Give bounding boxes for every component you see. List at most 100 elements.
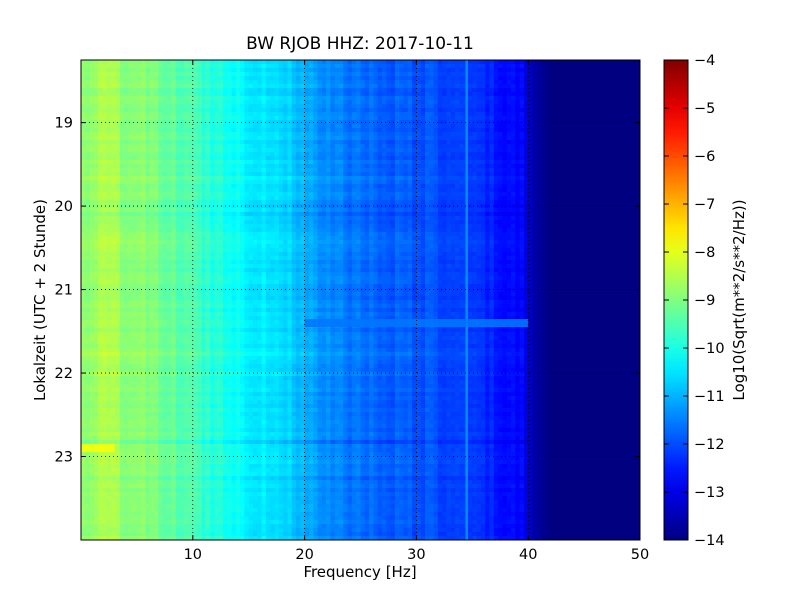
- heatmap-cell: [566, 160, 572, 165]
- heatmap-cell: [308, 192, 314, 197]
- heatmap-cell: [609, 108, 615, 113]
- heatmap-cell: [197, 204, 202, 209]
- heatmap-cell: [476, 156, 482, 161]
- heatmap-cell: [171, 156, 177, 161]
- heatmap-cell: [132, 176, 138, 181]
- heatmap-cell: [218, 92, 224, 97]
- heatmap-cell: [476, 88, 482, 93]
- heatmap-cell: [386, 132, 392, 137]
- heatmap-cell: [235, 84, 241, 89]
- heatmap-cell: [184, 100, 190, 105]
- heatmap-cell: [89, 196, 95, 201]
- heatmap-cell: [459, 172, 465, 177]
- heatmap-cell: [614, 88, 620, 93]
- heatmap-cell: [188, 96, 194, 101]
- heatmap-cell: [597, 196, 602, 201]
- heatmap-cell: [382, 164, 387, 169]
- heatmap-cell: [85, 188, 91, 193]
- heatmap-cell: [356, 84, 362, 89]
- heatmap-cell: [296, 144, 301, 149]
- heatmap-cell: [184, 168, 190, 173]
- heatmap-cell: [558, 124, 564, 129]
- heatmap-cell: [489, 124, 495, 129]
- heatmap-cell: [248, 212, 254, 217]
- heatmap-cell: [313, 104, 319, 109]
- heatmap-cell: [635, 80, 640, 85]
- heatmap-cell: [106, 172, 112, 177]
- heatmap-cell: [429, 88, 435, 93]
- heatmap-cell: [321, 136, 327, 141]
- heatmap-cell: [459, 96, 465, 101]
- heatmap-cell: [541, 112, 546, 117]
- heatmap-cell: [485, 148, 491, 153]
- heatmap-cell: [631, 152, 637, 157]
- heatmap-cell: [205, 104, 211, 109]
- heatmap-cell: [102, 64, 108, 69]
- heatmap-cell: [235, 88, 241, 93]
- heatmap-cell: [377, 132, 383, 137]
- heatmap-cell: [102, 184, 108, 189]
- heatmap-cell: [575, 140, 581, 145]
- heatmap-cell: [128, 88, 134, 93]
- heatmap-cell: [248, 96, 254, 101]
- heatmap-cell: [81, 116, 86, 121]
- heatmap-cell: [609, 204, 615, 209]
- heatmap-cell: [347, 64, 353, 69]
- heatmap-cell: [145, 152, 151, 157]
- heatmap-cell: [85, 152, 91, 157]
- heatmap-cell: [356, 104, 362, 109]
- heatmap-cell: [175, 148, 181, 153]
- heatmap-cell: [364, 188, 370, 193]
- heatmap-cell: [89, 80, 95, 85]
- heatmap-cell: [566, 184, 572, 189]
- heatmap-cell: [390, 116, 396, 121]
- heatmap-cell: [407, 160, 413, 165]
- heatmap-cell: [141, 168, 147, 173]
- heatmap-cell: [270, 212, 276, 217]
- heatmap-cell: [489, 208, 495, 213]
- heatmap-cell: [571, 208, 577, 213]
- heatmap-cell: [188, 136, 194, 141]
- heatmap-cell: [321, 120, 327, 125]
- heatmap-cell: [106, 72, 112, 77]
- heatmap-cell: [558, 188, 564, 193]
- heatmap-cell: [184, 184, 190, 189]
- heatmap-cell: [304, 108, 310, 113]
- heatmap-cell: [416, 136, 422, 141]
- heatmap-cell: [149, 160, 155, 165]
- heatmap-cell: [609, 88, 615, 93]
- heatmap-cell: [184, 180, 190, 185]
- heatmap-cell: [472, 156, 478, 161]
- heatmap-cell: [201, 188, 207, 193]
- heatmap-cell: [287, 140, 293, 145]
- heatmap-cell: [579, 192, 585, 197]
- heatmap-cell: [283, 160, 288, 165]
- heatmap-cell: [227, 188, 233, 193]
- heatmap-cell: [145, 156, 151, 161]
- heatmap-cell: [119, 148, 125, 153]
- heatmap-cell: [588, 164, 594, 169]
- heatmap-cell: [480, 120, 486, 125]
- heatmap-cell: [330, 192, 336, 197]
- heatmap-cell: [511, 144, 516, 149]
- heatmap-cell: [326, 120, 331, 125]
- heatmap-cell: [343, 172, 349, 177]
- heatmap-cell: [476, 120, 482, 125]
- heatmap-cell: [545, 96, 551, 101]
- heatmap-cell: [579, 128, 585, 133]
- heatmap-cell: [480, 124, 486, 129]
- heatmap-cell: [442, 96, 448, 101]
- heatmap-cell: [188, 208, 194, 213]
- heatmap-cell: [468, 88, 473, 93]
- heatmap-cell: [149, 72, 155, 77]
- heatmap-cell: [394, 76, 400, 81]
- heatmap-cell: [554, 88, 559, 93]
- heatmap-cell: [218, 172, 224, 177]
- heatmap-cell: [339, 88, 344, 93]
- heatmap-cell: [541, 96, 546, 101]
- heatmap-cell: [188, 84, 194, 89]
- heatmap-cell: [373, 180, 379, 185]
- heatmap-cell: [85, 128, 91, 133]
- heatmap-cell: [85, 72, 91, 77]
- heatmap-cell: [382, 148, 387, 153]
